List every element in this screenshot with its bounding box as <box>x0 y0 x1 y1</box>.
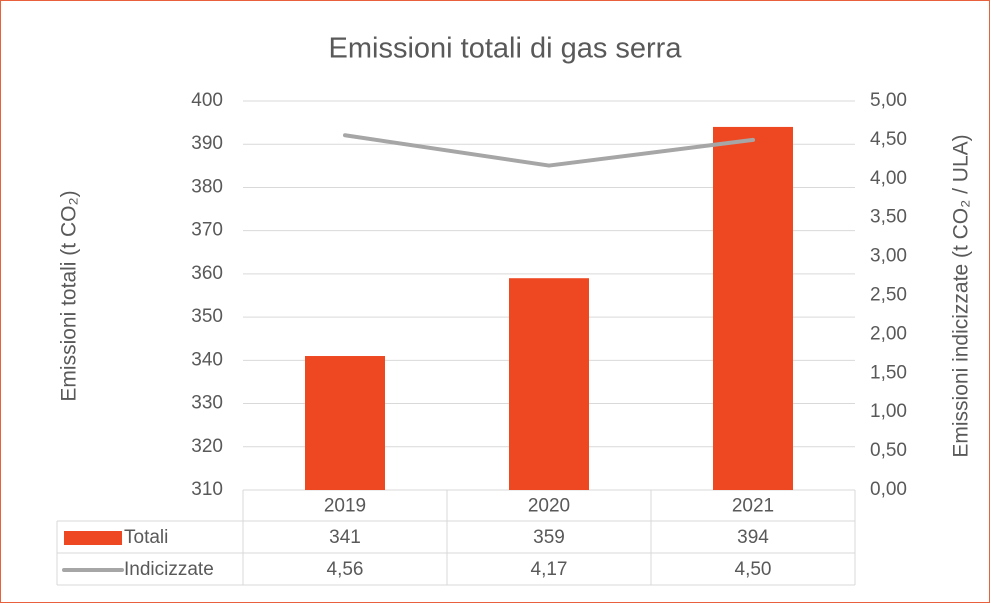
table-value: 341 <box>329 527 361 548</box>
y2-tick-label: 4,00 <box>870 168 907 189</box>
y-tick-label: 370 <box>191 220 223 241</box>
y2-tick-label: 0,00 <box>870 479 907 500</box>
y-tick-label: 360 <box>191 263 223 284</box>
legend-label: Totali <box>124 527 168 548</box>
y2-tick-label: 3,50 <box>870 207 907 228</box>
y2-tick-label: 2,00 <box>870 323 907 344</box>
bar <box>713 126 793 490</box>
y-tick-label: 380 <box>191 176 223 197</box>
y2-tick-label: 1,50 <box>870 362 907 383</box>
table-value: 4,50 <box>735 559 772 580</box>
bar <box>509 278 589 490</box>
y2-tick-label: 5,00 <box>870 90 907 111</box>
x-tick-label: 2021 <box>732 496 774 517</box>
y-axis-title: Emissioni totali (t CO₂) <box>58 190 81 401</box>
y-tick-label: 390 <box>191 133 223 154</box>
legend-swatch <box>64 531 122 545</box>
table-value: 4,17 <box>531 559 568 580</box>
y-tick-label: 330 <box>191 393 223 414</box>
y-tick-label: 310 <box>191 479 223 500</box>
y2-tick-label: 3,00 <box>870 246 907 267</box>
x-tick-label: 2019 <box>324 496 366 517</box>
y2-tick-label: 4,50 <box>870 129 907 150</box>
y2-tick-label: 1,00 <box>870 401 907 422</box>
legend-label: Indicizzate <box>124 559 214 580</box>
x-tick-label: 2020 <box>528 496 570 517</box>
chart-title: Emissioni totali di gas serra <box>329 33 683 65</box>
y-tick-label: 340 <box>191 349 223 370</box>
table-value: 394 <box>737 527 769 548</box>
bar <box>305 356 385 490</box>
table-value: 359 <box>533 527 565 548</box>
table-value: 4,56 <box>327 559 364 580</box>
line <box>343 133 755 168</box>
y-tick-label: 320 <box>191 436 223 457</box>
y2-tick-label: 2,50 <box>870 285 907 306</box>
y-tick-label: 400 <box>191 90 223 111</box>
y-tick-label: 350 <box>191 306 223 327</box>
y2-axis-title: Emissioni indicizzate (t CO₂ / ULA) <box>950 134 973 457</box>
y2-tick-label: 0,50 <box>870 440 907 461</box>
